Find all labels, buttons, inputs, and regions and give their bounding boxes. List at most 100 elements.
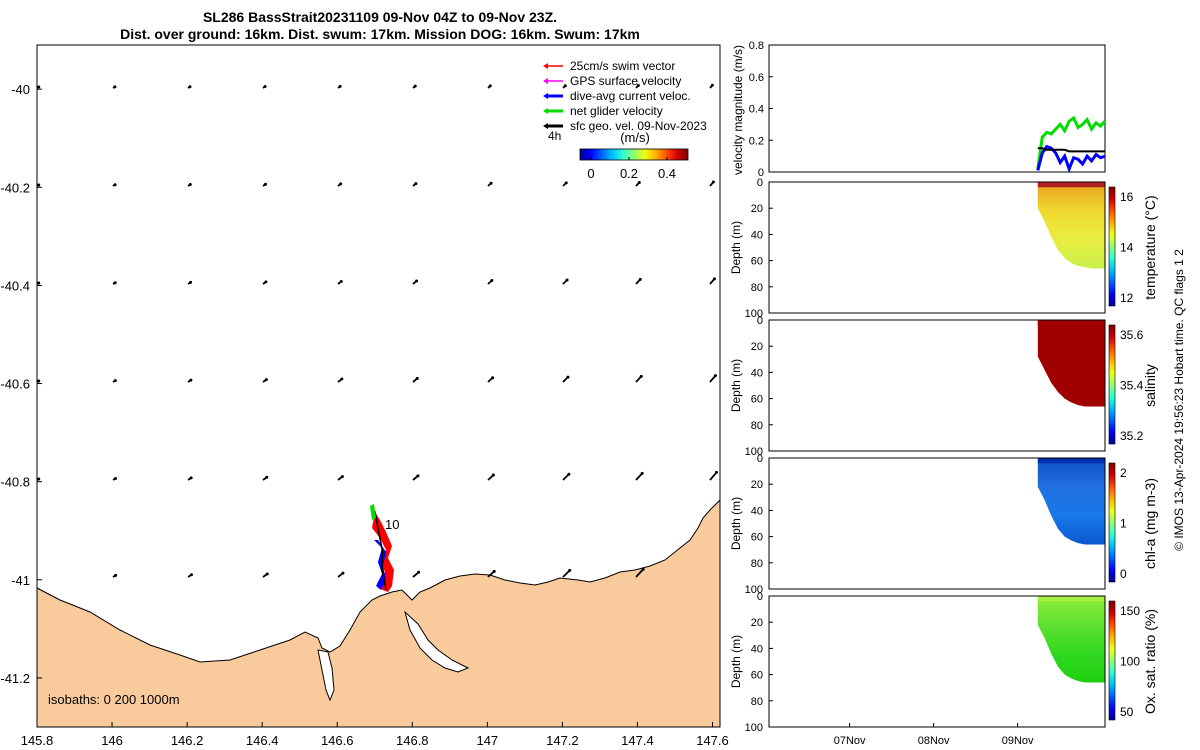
section-colorbar-tick-label: 35.6	[1120, 328, 1144, 342]
geo-velocity-arrowhead	[637, 180, 641, 184]
section-y-tick-label: 100	[745, 446, 763, 458]
figure-title-line2: Dist. over ground: 16km. Dist. swum: 17k…	[120, 26, 640, 42]
section-colorbar-tick-label: 150	[1120, 604, 1140, 618]
section-y-tick-label: 0	[757, 591, 763, 603]
map-x-tick-label: 147	[476, 733, 498, 748]
legend-swatch-head	[543, 123, 548, 129]
geo-velocity-arrowhead	[640, 471, 644, 475]
geo-velocity-arrowhead	[711, 180, 715, 184]
section-colorbar-label: Ox. sat. ratio (%)	[1142, 609, 1158, 714]
legend-entry-label: net glider velocity	[570, 104, 663, 118]
section-colorbar-tick-label: 2	[1120, 466, 1127, 480]
geo-velocity-arrowhead	[37, 379, 41, 383]
legend-entry-label: sfc geo. vel. 09-Nov-2023	[570, 119, 707, 133]
velocity-y-tick-label: 0.8	[749, 40, 764, 52]
isobaths-label: isobaths: 0 200 1000m	[48, 692, 180, 707]
geo-velocity-arrowhead	[490, 278, 494, 282]
time-x-tick-label: 09Nov	[1002, 735, 1034, 747]
section-y-tick-label: 20	[751, 341, 763, 353]
speed-colorbar-tick-label: 0.2	[620, 166, 638, 181]
section-colorbar	[1108, 462, 1116, 583]
section-surface-layer	[1037, 182, 1105, 188]
geo-velocity-arrowhead	[113, 477, 117, 481]
figure-title-line1: SL286 BassStrait20231109 09-Nov 04Z to 0…	[202, 9, 558, 25]
map-y-tick-label: -41	[11, 573, 30, 588]
estuary-east	[404, 610, 470, 673]
geo-velocity-arrowhead	[113, 183, 117, 187]
geo-velocity-arrowhead	[189, 573, 193, 577]
section-y-tick-label: 40	[751, 229, 763, 241]
geo-velocity-arrowhead	[413, 84, 417, 88]
section-axes-frame	[768, 595, 1106, 728]
speed-colorbar-tick-label: 0.4	[658, 166, 676, 181]
section-y-axis-label: Depth (m)	[729, 635, 743, 688]
section-y-tick-label: 100	[745, 308, 763, 320]
section-colorbar-tick-label: 35.4	[1120, 379, 1144, 393]
map-x-tick-label: 146.4	[246, 733, 279, 748]
geo-velocity-arrow	[562, 569, 571, 578]
geo-velocity-arrowhead	[712, 277, 716, 281]
geo-velocity-arrowhead	[189, 476, 193, 480]
geo-velocity-arrowhead	[113, 281, 117, 285]
geo-velocity-arrow	[635, 472, 643, 481]
section-surface-layer	[1037, 596, 1105, 602]
section-y-tick-label: 60	[751, 394, 763, 406]
geo-velocity-arrowhead	[339, 279, 343, 283]
geo-velocity-arrowhead	[567, 472, 571, 476]
geo-velocity-arrowhead	[265, 475, 269, 479]
map-x-tick-label: 145.8	[21, 733, 54, 748]
geo-velocity-arrowhead	[263, 85, 267, 89]
section-data-fill	[1037, 596, 1105, 683]
geo-velocity-arrowhead	[113, 85, 117, 89]
map-y-tick-label: -41.2	[0, 671, 30, 686]
speed-colorbar-label: (m/s)	[620, 130, 650, 145]
geo-velocity-arrow	[635, 568, 644, 578]
section-y-axis-label: Depth (m)	[729, 497, 743, 550]
swim-vector-cluster	[372, 512, 394, 592]
time-x-tick-label: 07Nov	[834, 735, 866, 747]
velocity-series-line	[1037, 147, 1105, 153]
section-colorbar-tick-label: 0	[1120, 567, 1127, 581]
section-colorbar-label: salinity	[1142, 364, 1158, 407]
velocity-series-line	[1036, 115, 1107, 170]
map-x-tick-label: 147.2	[546, 733, 579, 748]
map-x-tick-label: 146.2	[171, 733, 204, 748]
geo-velocity-arrowhead	[715, 470, 719, 474]
map-axes-frame	[36, 44, 721, 728]
geo-velocity-arrowhead	[37, 85, 41, 89]
geo-velocity-arrow	[709, 471, 718, 481]
land-area	[36, 498, 721, 728]
geo-velocity-arrowhead	[492, 569, 496, 573]
geo-velocity-arrowhead	[264, 378, 268, 382]
speed-colorbar-tick-label: 0	[587, 166, 594, 181]
section-colorbar-tick-label: 1	[1120, 517, 1127, 531]
track-time-label: 10	[385, 517, 399, 532]
estuary	[317, 649, 335, 702]
geo-velocity-arrowhead	[37, 281, 41, 285]
geo-velocity-arrowhead	[340, 475, 344, 479]
section-y-tick-label: 0	[757, 453, 763, 465]
map-y-tick-label: -40.2	[0, 180, 30, 195]
section-y-tick-label: 40	[751, 643, 763, 655]
geo-velocity-arrowhead	[37, 477, 41, 481]
geo-velocity-arrowhead	[636, 83, 640, 87]
section-data-fill	[1037, 182, 1105, 269]
time-x-tick-label: 08Nov	[918, 735, 950, 747]
section-y-tick-label: 0	[757, 177, 763, 189]
section-data-fill	[1037, 458, 1105, 545]
map-x-tick-label: 146.6	[321, 733, 354, 748]
section-axes-frame	[768, 319, 1106, 452]
geo-velocity-arrowhead	[639, 374, 643, 378]
glider-track	[374, 510, 387, 590]
geo-velocity-arrowhead	[263, 182, 267, 186]
section-y-axis-label: Depth (m)	[729, 359, 743, 412]
geo-velocity-arrowhead	[710, 83, 714, 87]
velocity-y-tick-label: 0.2	[749, 135, 764, 147]
velocity-y-axis-label: velocity magnitude (m/s)	[731, 45, 745, 175]
section-colorbar-tick-label: 14	[1120, 241, 1134, 255]
section-colorbar-tick-label: 100	[1120, 655, 1140, 669]
section-colorbar	[1108, 600, 1116, 721]
geo-velocity-arrowhead	[417, 570, 421, 574]
map-y-tick-label: -40.6	[0, 377, 30, 392]
